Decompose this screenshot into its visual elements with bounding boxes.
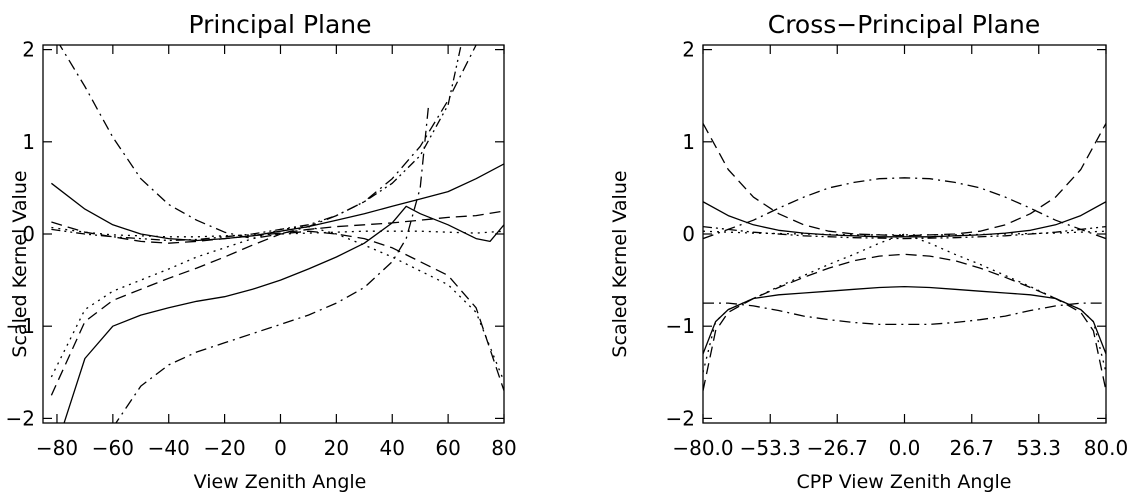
x-tick-label: 0.0 [889,436,921,460]
series-line-solid [51,163,504,242]
x-tick-label: 0 [274,436,287,460]
y-axis-label: Scaled Kernel Value [9,170,31,357]
y-tick-label: −2 [6,406,35,430]
plot-frame [702,44,1107,424]
series-line-dash [703,253,1106,391]
y-tick-label: −1 [666,314,695,338]
series-line-dot [51,226,504,238]
series-line-solid [703,201,1106,238]
series-line-dashdot [115,104,430,423]
x-tick-label: −40 [148,436,190,460]
x-tick-label: 53.3 [1016,436,1061,460]
x-tick-label: −80.0 [672,436,733,460]
y-axis-label: Scaled Kernel Value [609,170,631,357]
principal-plane-panel: Principal Plane View Zenith Angle Scaled… [6,10,517,493]
series-line-dashdotdot [703,225,1106,240]
series-line-solid [63,205,504,423]
x-tick-label: 60 [435,436,460,460]
x-axis-label: View Zenith Angle [194,471,367,493]
y-tick-label: 2 [682,38,695,62]
series-line-solid [703,285,1106,355]
series-line-dashdot [703,177,1106,240]
series-line-dash [50,230,504,396]
x-tick-label: −20 [203,436,245,460]
x-tick-label: 26.7 [949,436,994,460]
x-tick-label: 80 [491,436,516,460]
series-line-dash [51,210,504,244]
x-tick-label: 20 [324,436,349,460]
y-tick-label: 0 [22,222,35,246]
x-tick-label: −80 [36,436,78,460]
chart-title: Principal Plane [188,10,371,39]
y-tick-label: 1 [22,130,35,154]
x-tick-label: −53.3 [740,436,801,460]
y-tick-label: 0 [682,222,695,246]
series-line-dashdotdot [51,45,462,242]
series-line-dot [703,233,1106,373]
series-line-dashdot [703,302,1106,326]
x-axis-label: CPP View Zenith Angle [797,471,1012,493]
x-tick-label: 80.0 [1084,436,1129,460]
series-line-dash [703,123,1106,237]
series-line-dot [50,225,504,382]
y-tick-label: 2 [22,38,35,62]
x-tick-label: −26.7 [807,436,868,460]
x-tick-label: −60 [92,436,134,460]
y-tick-label: 1 [682,130,695,154]
series-line-dot [703,230,1106,236]
y-tick-label: −2 [666,406,695,430]
cross-principal-plane-panel: Cross−Principal Plane CPP View Zenith An… [609,10,1128,493]
y-tick-label: −1 [6,314,35,338]
chart-title: Cross−Principal Plane [768,10,1041,39]
x-tick-label: 40 [380,436,405,460]
series-line-dashdot [59,45,477,240]
